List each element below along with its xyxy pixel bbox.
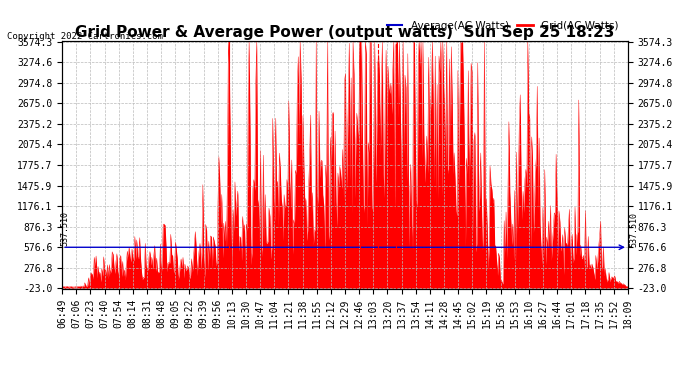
Text: Copyright 2022 Cartronics.com: Copyright 2022 Cartronics.com — [7, 32, 163, 41]
Legend: Average(AC Watts), Grid(AC Watts): Average(AC Watts), Grid(AC Watts) — [382, 17, 622, 35]
Text: 537.510: 537.510 — [61, 211, 70, 246]
Title: Grid Power & Average Power (output watts)  Sun Sep 25 18:23: Grid Power & Average Power (output watts… — [75, 25, 615, 40]
Text: 537.510: 537.510 — [629, 212, 638, 247]
